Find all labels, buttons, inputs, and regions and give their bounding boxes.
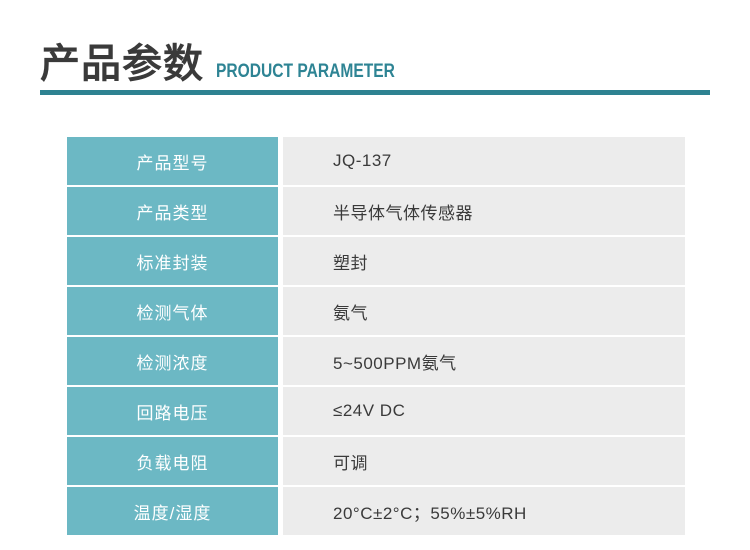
spec-value: 5~500PPM氨气	[283, 337, 685, 385]
cell-divider	[278, 487, 283, 535]
spec-value: 氨气	[283, 287, 685, 335]
spec-label: 产品型号	[67, 137, 278, 185]
spec-label: 回路电压	[67, 387, 278, 435]
table-row: 产品型号 JQ-137	[67, 137, 685, 185]
table-row: 温度/湿度 20°C±2°C；55%±5%RH	[67, 487, 685, 535]
cell-divider	[278, 437, 283, 485]
cell-divider	[278, 387, 283, 435]
spec-value: 20°C±2°C；55%±5%RH	[283, 487, 685, 535]
table-row: 检测浓度 5~500PPM氨气	[67, 337, 685, 385]
cell-divider	[278, 137, 283, 185]
cell-divider	[278, 187, 283, 235]
spec-label: 检测浓度	[67, 337, 278, 385]
spec-value: 可调	[283, 437, 685, 485]
cell-divider	[278, 287, 283, 335]
table-row: 产品类型 半导体气体传感器	[67, 187, 685, 235]
table-row: 回路电压 ≤24V DC	[67, 387, 685, 435]
specification-table: 产品型号 JQ-137 产品类型 半导体气体传感器 标准封装 塑封 检测气体 氨气 检测浓度 5~…	[67, 137, 685, 537]
spec-value: 塑封	[283, 237, 685, 285]
spec-value: ≤24V DC	[283, 387, 685, 435]
table-row: 标准封装 塑封	[67, 237, 685, 285]
cell-divider	[278, 337, 283, 385]
page-header: 产品参数 PRODUCT PARAMETER	[40, 24, 710, 86]
spec-label: 负载电阻	[67, 437, 278, 485]
spec-label: 温度/湿度	[67, 487, 278, 535]
spec-label: 产品类型	[67, 187, 278, 235]
spec-label: 检测气体	[67, 287, 278, 335]
header-divider	[40, 90, 710, 95]
page-title: 产品参数	[40, 42, 204, 86]
spec-value: 半导体气体传感器	[283, 187, 685, 235]
table-row: 负载电阻 可调	[67, 437, 685, 485]
spec-value: JQ-137	[283, 137, 685, 185]
table-row: 检测气体 氨气	[67, 287, 685, 335]
page-subtitle: PRODUCT PARAMETER	[216, 61, 395, 82]
cell-divider	[278, 237, 283, 285]
spec-label: 标准封装	[67, 237, 278, 285]
